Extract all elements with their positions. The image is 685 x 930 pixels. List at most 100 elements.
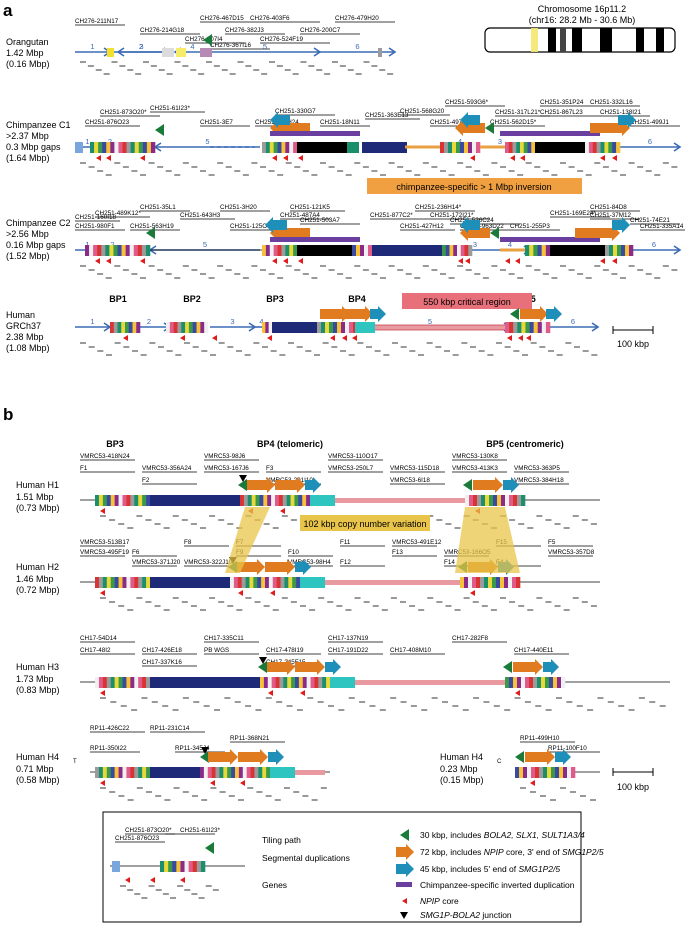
- chimp-c2-sd: [449, 245, 454, 256]
- h4t-teal-45kbp: [268, 749, 284, 765]
- chimp-c1-sd: [604, 142, 609, 153]
- chimp-c1-sd: [114, 142, 119, 153]
- human-seg-2-label: 2: [147, 317, 151, 326]
- human-sd: [341, 322, 346, 333]
- chimp-c2-clone-label: CH251-236H14*: [415, 204, 462, 211]
- h4c-clone-label: RP11-100F10: [548, 745, 587, 752]
- h2-sd: [142, 577, 147, 588]
- orangutan-green-30kbp: [203, 34, 212, 46]
- chimp-c2-npip-core: [95, 258, 100, 264]
- legend-entry-3: 45 kbp, includes 5' end of SMG1P2/5: [420, 864, 560, 874]
- cnv-wedge-bp5: [455, 507, 520, 573]
- h4c-sd: [531, 767, 536, 778]
- h3-sd: [106, 677, 112, 688]
- orangutan-size: 1.42 Mbp: [6, 48, 44, 58]
- human-sd: [349, 322, 354, 333]
- h4c-sd: [523, 767, 528, 778]
- human-sd: [185, 322, 190, 333]
- legend-entry-5: NPIP core: [420, 896, 459, 906]
- chimp-c1-navy-block: [362, 142, 407, 153]
- chimp-c1-sd: [460, 142, 465, 153]
- h1-npip-core: [280, 508, 285, 514]
- chimp-c2-clone-label: CH251-980F1: [75, 223, 115, 230]
- chimp-c1-sd: [138, 142, 144, 153]
- chimp-c1-npip-core: [470, 155, 475, 161]
- h4t-sd: [242, 767, 247, 778]
- human-sd: [268, 322, 273, 333]
- chimp-c1-clone-label: CH251-363E13: [365, 112, 409, 119]
- human-sd: [337, 322, 342, 333]
- h1-sd: [505, 495, 510, 506]
- h2-sd: [492, 577, 497, 588]
- chimp-c1-sd: [98, 142, 103, 153]
- h3-sd: [326, 677, 331, 688]
- h1-size: 1.51 Mbp: [16, 492, 54, 502]
- orangutan-seg-4-label: 4: [190, 42, 194, 51]
- chimp-c2-sd: [464, 245, 469, 256]
- legend-entry-part: 30 kbp, includes: [420, 830, 484, 840]
- h3-npip-core: [300, 690, 305, 696]
- chimp-c1-sd: [273, 142, 278, 153]
- legend-tiling-path: Tiling path: [262, 835, 301, 845]
- human-sd: [132, 322, 137, 333]
- chimp-c2-sd: [525, 245, 530, 256]
- human-sd: [110, 322, 115, 333]
- chimp-c2-sd: [529, 245, 534, 256]
- h1-green-30kbp: [463, 479, 472, 491]
- h2-sd: [253, 577, 258, 588]
- h4t-critical-line: [295, 770, 325, 775]
- chimp-c2-sd: [125, 245, 130, 256]
- chimp-c2-sd: [453, 245, 458, 256]
- h3-critical-line: [355, 680, 505, 685]
- human-npip-core: [212, 335, 217, 341]
- chimp-c2-sd: [293, 245, 298, 256]
- h3-sd: [553, 677, 558, 688]
- h3-clone-label: CH17-440E11: [514, 647, 554, 654]
- orangutan-seg-6-head: [388, 47, 397, 57]
- h2-npip-core: [270, 590, 275, 596]
- chromosome-title: Chromosome 16p11.2: [538, 4, 626, 14]
- chimp-c2-gaps: 0.16 Mbp gaps: [6, 240, 66, 250]
- h4t-sd: [142, 767, 147, 778]
- chimp-c1-sd: [102, 142, 107, 153]
- chimp-c1-sd: [277, 142, 282, 153]
- chimp-c1-sd: [508, 142, 513, 153]
- chimp-c1-sd: [265, 142, 271, 153]
- h2-name: Human H2: [16, 562, 59, 572]
- chimp-c2-sd: [537, 245, 542, 256]
- h4t-orange-72kbp: [238, 749, 268, 765]
- h3-clone-label: CH17-54D14: [80, 635, 117, 642]
- chimp-c1-clone-label: CH251-497M24: [430, 119, 475, 126]
- cnv-label: 102 kbp copy number variation: [303, 519, 426, 529]
- chimp-c2-sd: [625, 245, 630, 256]
- h2-sd: [118, 577, 123, 588]
- human-sd: [517, 322, 522, 333]
- h1-sd: [517, 495, 522, 506]
- h1-sd: [95, 495, 100, 506]
- h1-sd: [102, 495, 108, 506]
- legend-example-clone-label: CH251-876O23: [115, 835, 160, 842]
- chimp-c1-clone-label: CH251-3E7: [200, 119, 233, 126]
- h2-sd: [512, 577, 517, 588]
- h2-clone-label: F5: [548, 539, 556, 546]
- legend-sd: [172, 861, 177, 872]
- chimp-c2-clone-label: CH251-335A14: [640, 223, 684, 230]
- chimp-c1-clone-label: CH251-873O20*: [100, 109, 147, 116]
- human-sd: [325, 322, 330, 333]
- chromosome-ideogram: Chromosome 16p11.2 (chr16: 28.2 Mb - 30.…: [484, 4, 676, 53]
- h2-sd: [272, 577, 277, 588]
- chimp-c1-sd: [347, 142, 359, 153]
- h3-junction: [259, 657, 267, 664]
- h1-sd: [118, 495, 123, 506]
- chimp-c1-sd: [262, 142, 267, 153]
- h3-sd: [529, 677, 534, 688]
- chimp-c2-black-block: [297, 245, 352, 256]
- legend-sd: [112, 861, 120, 872]
- h3-clone-label: CH17-408M10: [390, 647, 431, 654]
- chimp-c2-clone-label: CH251-963D22: [460, 223, 504, 230]
- orangutan-sd: [176, 48, 186, 57]
- h4t-sd: [98, 767, 104, 778]
- b-header-bp3: BP3: [106, 439, 124, 449]
- chimp-c1-clone-label: CH251-138I21: [600, 109, 641, 116]
- human-sd: [166, 322, 171, 333]
